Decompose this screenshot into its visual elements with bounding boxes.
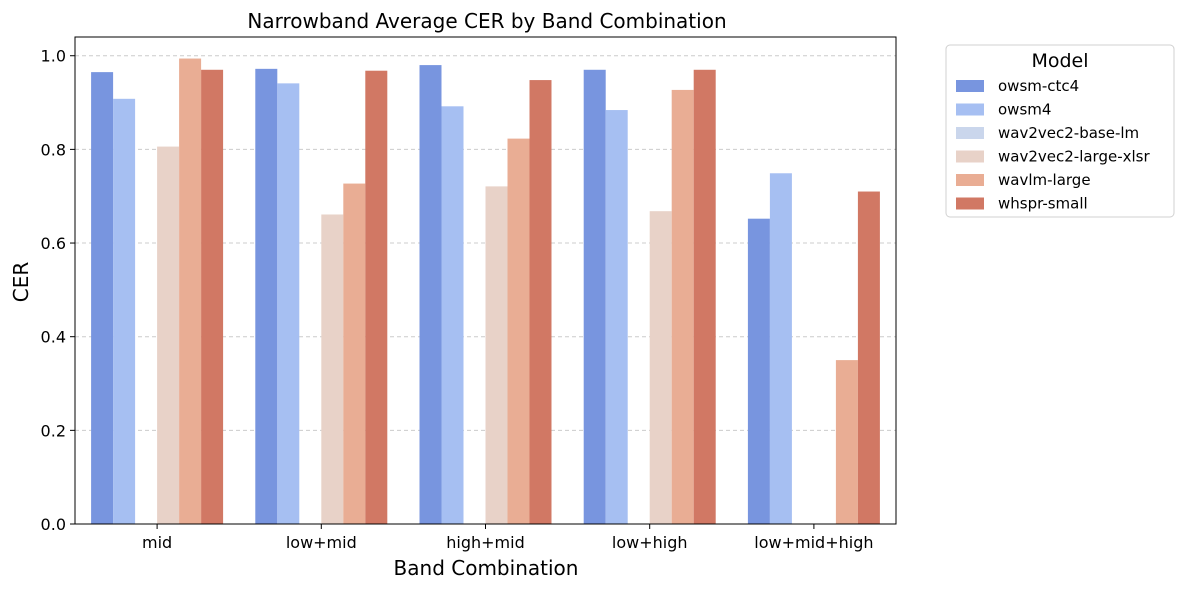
bars [91,58,880,525]
bar-owsm4-low+mid+high [769,173,792,524]
bar-wavlm-large-high+mid [507,138,530,524]
bar-wav2vec2-large-xlsr-low+high [649,211,672,524]
bar-owsm-ctc4-high+mid [419,65,442,524]
x-tick-label: low+mid [286,533,357,552]
legend-label-wav2vec2-large-xlsr: wav2vec2-large-xlsr [998,148,1150,166]
bar-wavlm-large-mid [179,58,202,525]
legend-items: owsm-ctc4 owsm4 wav2vec2-base-lm wav2vec2-l… [956,77,1150,213]
bar-wavlm-large-low+mid+high [835,360,858,524]
x-tick-label: mid [142,533,172,552]
legend-frame [945,44,1175,218]
legend-title: Model [1031,50,1088,72]
legend-label-whspr-small: whspr-small [998,195,1088,213]
bar-whspr-small-mid [201,69,224,525]
bar-owsm4-mid [113,98,136,525]
x-tick-label: high+mid [446,533,524,552]
bar-whspr-small-low+mid+high [857,191,880,524]
bar-whspr-small-low+high [693,69,716,525]
legend-label-wavlm-large: wavlm-large [998,171,1091,189]
bar-wavlm-large-low+high [671,89,694,524]
y-tick-label: 0.8 [41,140,66,159]
bar-owsm4-low+mid [277,83,300,525]
legend-label-owsm4: owsm4 [998,101,1051,119]
bar-wav2vec2-large-xlsr-high+mid [485,186,508,525]
x-axis-label: Band Combination [394,556,579,580]
legend-swatch-owsm-ctc4 [956,80,984,92]
x-axis: mid low+mid high+mid low+high low+mid+high [142,524,874,552]
legend: Model owsm-ctc4 owsm4 wav2vec2-base-lm wav2… [945,44,1175,218]
legend-swatch-wavlm-large [956,174,984,186]
y-tick-label: 0.2 [41,421,66,440]
y-axis-label: CER [9,262,33,303]
legend-label-owsm-ctc4: owsm-ctc4 [998,77,1079,95]
bar-owsm-ctc4-low+mid+high [747,218,770,524]
x-tick-label: low+high [612,533,688,552]
x-tick-label: low+mid+high [754,533,873,552]
chart-title: Narrowband Average CER by Band Combinati… [247,9,726,33]
y-tick-label: 1.0 [41,47,66,66]
bar-owsm-ctc4-mid [91,72,114,525]
y-axis: 0.0 0.2 0.4 0.6 0.8 1.0 [41,47,75,534]
bar-wavlm-large-low+mid [343,183,366,524]
bar-owsm-ctc4-low+mid [255,68,278,524]
bar-wav2vec2-large-xlsr-low+mid [321,214,344,524]
legend-swatch-wav2vec2-base-lm [956,127,984,139]
y-tick-label: 0.4 [41,328,66,347]
bar-wav2vec2-large-xlsr-mid [157,146,180,524]
bar-owsm4-high+mid [441,106,464,525]
bar-whspr-small-low+mid [365,70,388,524]
bar-whspr-small-high+mid [529,80,552,524]
bar-owsm-ctc4-low+high [583,69,606,525]
legend-label-wav2vec2-base-lm: wav2vec2-base-lm [998,124,1139,142]
legend-swatch-wav2vec2-large-xlsr [956,150,984,163]
bar-owsm4-low+high [605,110,628,525]
y-tick-label: 0.6 [41,234,66,253]
y-tick-label: 0.0 [41,515,66,534]
legend-swatch-owsm4 [956,103,984,116]
legend-swatch-whspr-small [956,197,984,210]
